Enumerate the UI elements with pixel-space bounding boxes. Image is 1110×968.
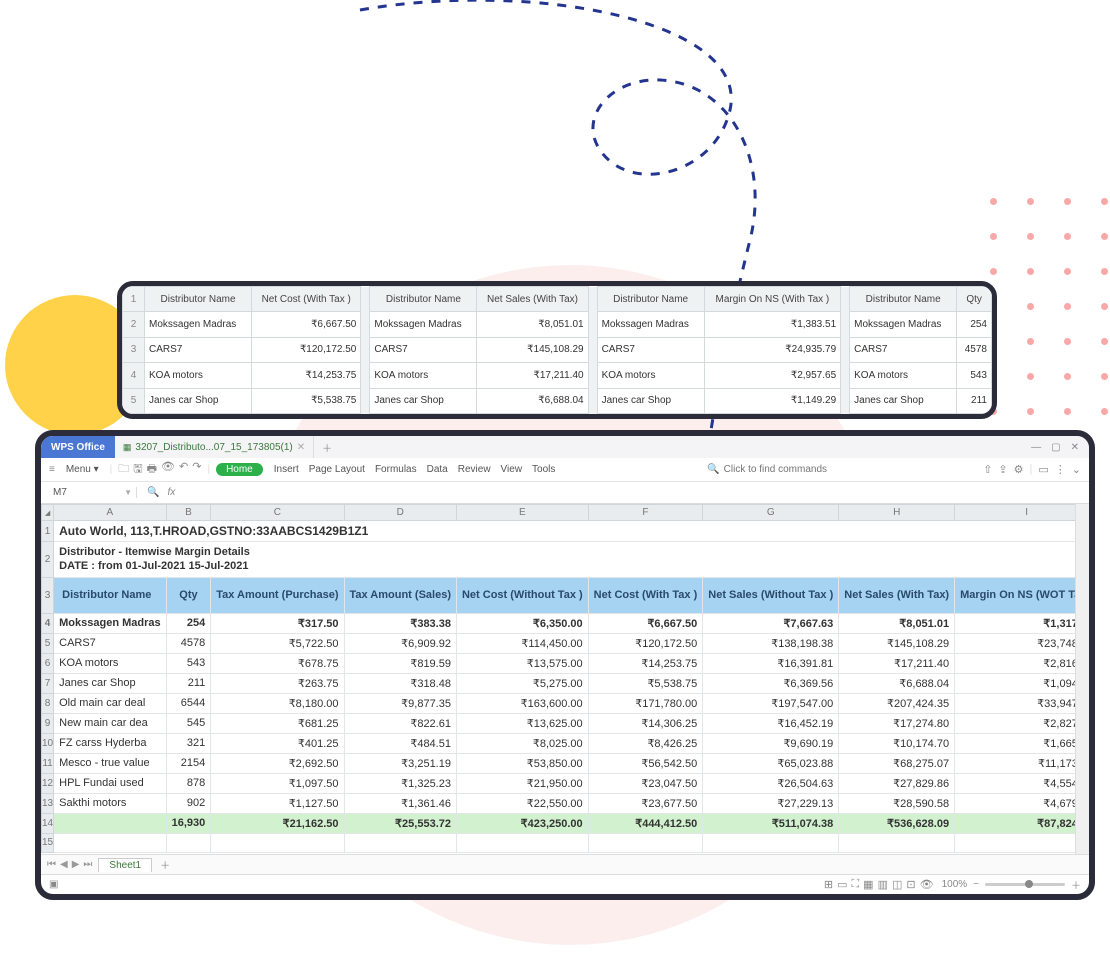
spreadsheet-grid[interactable]: ◢ABCDEFGHIJ1Auto World, 113,T.HROAD,GSTN… (41, 504, 1089, 854)
first-sheet-icon[interactable]: ⏮ (47, 859, 56, 870)
menu-formulas[interactable]: Formulas (370, 464, 422, 475)
undo-icon[interactable]: ↶ (179, 460, 188, 479)
export-icon[interactable]: ⇪ (998, 463, 1007, 476)
view-icon[interactable]: 👁 (920, 878, 934, 891)
page-break-icon[interactable]: ▥ (878, 878, 888, 891)
split-icon[interactable]: ◫ (892, 878, 902, 891)
help-icon[interactable]: ⋮ (1055, 463, 1066, 476)
table-row[interactable]: 12HPL Fundai used878₹1,097.50₹1,325.23₹2… (42, 773, 1090, 793)
add-sheet-button[interactable]: ＋ (152, 857, 178, 872)
maximize-icon[interactable]: ▢ (1051, 442, 1060, 453)
zoom-out-icon[interactable]: − (973, 879, 979, 890)
home-tab[interactable]: Home (216, 463, 263, 476)
fullscreen-icon[interactable]: ⛶ (851, 878, 859, 891)
status-bar: ▣ ⊞ ▭ ⛶ ▦ ▥ ◫ ⊡ 👁 100% − ＋ (41, 874, 1089, 894)
spreadsheet-icon: ▦ (123, 442, 132, 453)
menu-tools[interactable]: Tools (527, 464, 560, 475)
search-icon: 🔍 (707, 464, 719, 475)
col-D[interactable]: D (344, 505, 456, 521)
col-H[interactable]: H (839, 505, 955, 521)
menu-dropdown[interactable]: Menu ▾ (61, 464, 104, 475)
print-icon[interactable]: 🖶 (147, 460, 157, 479)
eye-protect-icon[interactable]: ▭ (837, 878, 847, 891)
reading-layout-icon[interactable]: ⊞ (824, 878, 833, 891)
table-row[interactable]: 10FZ carss Hyderba321₹401.25₹484.51₹8,02… (42, 733, 1090, 753)
table-row[interactable]: 4Mokssagen Madras254₹317.50₹383.38₹6,350… (42, 613, 1090, 633)
share-icon[interactable]: ⇧ (983, 463, 992, 476)
menu-insert[interactable]: Insert (269, 464, 304, 475)
ribbon-min-icon[interactable]: ▭ (1038, 463, 1048, 476)
total-row: 1416,930₹21,162.50₹25,553.72₹423,250.00₹… (42, 813, 1090, 833)
menu-data[interactable]: Data (422, 464, 453, 475)
zoom-control[interactable]: 100% − ＋ (942, 877, 1081, 892)
col-F[interactable]: F (588, 505, 703, 521)
close-tab-icon[interactable]: ✕ (297, 442, 305, 453)
command-search-input[interactable] (724, 464, 904, 475)
freeze-icon[interactable]: ⊡ (906, 878, 915, 891)
print-preview-icon[interactable]: 👁 (161, 460, 175, 479)
close-window-icon[interactable]: ✕ (1071, 442, 1079, 453)
collapse-ribbon-icon[interactable]: ⌄ (1072, 463, 1081, 476)
app-badge: WPS Office (41, 436, 115, 458)
col-A[interactable]: A (54, 505, 166, 521)
menu-page-layout[interactable]: Page Layout (304, 464, 370, 475)
sheet-tabs: ⏮ ◀ ▶ ⏭ Sheet1 ＋ (41, 854, 1089, 874)
zoom-cell-icon[interactable]: 🔍 (147, 487, 159, 498)
zoom-slider[interactable] (985, 883, 1065, 886)
table-row[interactable]: 13Sakthi motors902₹1,127.50₹1,361.46₹22,… (42, 793, 1090, 813)
dot-grid (990, 198, 1110, 415)
summary-card: 1Distributor NameNet Cost (With Tax )Dis… (117, 281, 997, 419)
summary-table: 1Distributor NameNet Cost (With Tax )Dis… (122, 286, 992, 414)
name-box[interactable]: M7▼ (41, 487, 137, 498)
wps-window: WPS Office ▦ 3207_Distributo...07_15_173… (35, 430, 1095, 900)
menu-review[interactable]: Review (453, 464, 496, 475)
table-row[interactable]: 5CARS74578₹5,722.50₹6,909.92₹114,450.00₹… (42, 633, 1090, 653)
table-row[interactable]: 11Mesco - true value2154₹2,692.50₹3,251.… (42, 753, 1090, 773)
table-row[interactable]: 9New main car dea545₹681.25₹822.61₹13,62… (42, 713, 1090, 733)
document-tab[interactable]: ▦ 3207_Distributo...07_15_173805(1) ✕ (115, 436, 314, 458)
fx-icon[interactable]: fx (167, 487, 175, 498)
hamburger-icon[interactable]: ≡ (49, 464, 55, 475)
status-icon: ▣ (49, 879, 58, 890)
menu-view[interactable]: View (496, 464, 528, 475)
col-G[interactable]: G (703, 505, 839, 521)
doc-tab-label: 3207_Distributo...07_15_173805(1) (135, 442, 292, 453)
open-icon[interactable]: 🗀 (118, 460, 129, 479)
col-E[interactable]: E (456, 505, 588, 521)
redo-icon[interactable]: ↷ (192, 460, 201, 479)
toolbar: ≡ Menu ▾ | 🗀 🖫 🖶 👁 ↶ ↷ | Home InsertPage… (41, 458, 1089, 482)
table-row[interactable]: 7Janes car Shop211₹263.75₹318.48₹5,275.0… (42, 673, 1090, 693)
save-icon[interactable]: 🖫 (133, 460, 142, 479)
table-row[interactable]: 6KOA motors543₹678.75₹819.59₹13,575.00₹1… (42, 653, 1090, 673)
last-sheet-icon[interactable]: ⏭ (83, 859, 92, 870)
normal-view-icon[interactable]: ▦ (863, 878, 873, 891)
titlebar: WPS Office ▦ 3207_Distributo...07_15_173… (41, 436, 1089, 458)
minimize-icon[interactable]: — (1031, 442, 1041, 453)
sheet-tab[interactable]: Sheet1 (98, 858, 152, 872)
next-sheet-icon[interactable]: ▶ (72, 859, 80, 870)
vertical-scrollbar[interactable] (1075, 504, 1089, 854)
zoom-in-icon[interactable]: ＋ (1071, 877, 1081, 892)
col-I[interactable]: I (955, 505, 1089, 521)
prev-sheet-icon[interactable]: ◀ (60, 859, 68, 870)
formula-bar: M7▼ 🔍 fx (41, 482, 1089, 504)
table-row[interactable]: 8Old main car deal6544₹8,180.00₹9,877.35… (42, 693, 1090, 713)
col-C[interactable]: C (211, 505, 344, 521)
settings-icon[interactable]: ⚙ (1014, 463, 1024, 476)
new-tab-button[interactable]: ＋ (314, 436, 340, 458)
col-B[interactable]: B (166, 505, 211, 521)
